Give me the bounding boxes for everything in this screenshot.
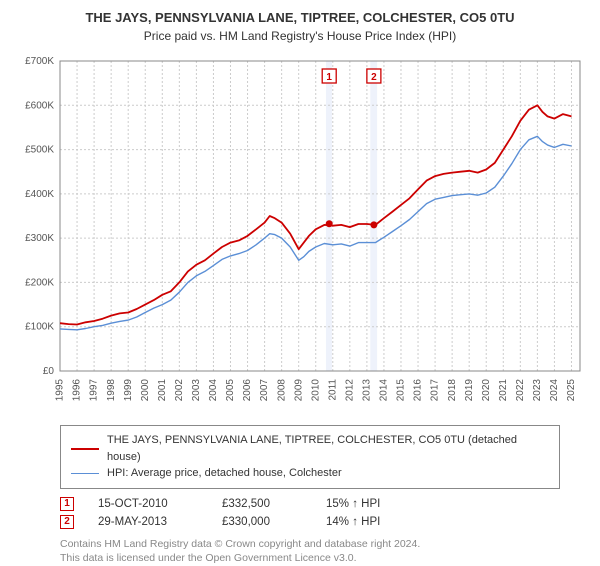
chart-container: THE JAYS, PENNSYLVANIA LANE, TIPTREE, CO… [0, 0, 600, 560]
svg-text:1997: 1997 [89, 379, 100, 402]
legend-label: THE JAYS, PENNSYLVANIA LANE, TIPTREE, CO… [107, 432, 549, 465]
footnote: Contains HM Land Registry data © Crown c… [60, 537, 560, 565]
chart-subtitle: Price paid vs. HM Land Registry's House … [10, 29, 590, 43]
svg-text:2008: 2008 [276, 379, 287, 402]
svg-text:2010: 2010 [310, 379, 321, 402]
svg-text:2003: 2003 [191, 379, 202, 402]
svg-text:£500K: £500K [25, 145, 54, 156]
chart-title: THE JAYS, PENNSYLVANIA LANE, TIPTREE, CO… [10, 10, 590, 25]
sales-table: 1 15-OCT-2010 £332,500 15% ↑ HPI 2 29-MAY-201… [60, 495, 560, 532]
svg-text:2021: 2021 [498, 379, 509, 402]
svg-text:2017: 2017 [430, 379, 441, 402]
svg-text:2023: 2023 [532, 379, 543, 402]
sale-marker: 2 [60, 515, 74, 529]
svg-text:2015: 2015 [396, 379, 407, 402]
sale-marker: 1 [60, 497, 74, 511]
svg-text:£200K: £200K [25, 277, 54, 288]
svg-text:£700K: £700K [25, 56, 54, 67]
svg-text:£300K: £300K [25, 233, 54, 244]
legend-swatch [71, 473, 99, 474]
line-chart-svg: £0 £100K £200K £300K £400K £500K £600K £700K 199… [10, 51, 590, 421]
footnote-line: Contains HM Land Registry data © Crown c… [60, 537, 560, 551]
svg-text:2009: 2009 [293, 379, 304, 402]
svg-text:1996: 1996 [72, 379, 83, 402]
legend-row: THE JAYS, PENNSYLVANIA LANE, TIPTREE, CO… [71, 432, 549, 465]
svg-text:2001: 2001 [157, 379, 168, 402]
sale-date: 29-MAY-2013 [98, 513, 198, 531]
footnote-line: This data is licensed under the Open Gov… [60, 551, 560, 565]
svg-text:2024: 2024 [549, 379, 560, 402]
svg-text:2019: 2019 [464, 379, 475, 402]
svg-text:2022: 2022 [515, 379, 526, 402]
svg-text:2007: 2007 [259, 379, 270, 402]
svg-text:1999: 1999 [123, 379, 134, 402]
svg-text:2006: 2006 [242, 379, 253, 402]
svg-text:2014: 2014 [379, 379, 390, 402]
svg-text:£400K: £400K [25, 189, 54, 200]
svg-text:2005: 2005 [225, 379, 236, 402]
svg-text:2002: 2002 [174, 379, 185, 402]
svg-text:2004: 2004 [208, 379, 219, 402]
legend-swatch [71, 448, 99, 450]
svg-text:1995: 1995 [55, 379, 66, 402]
chart-plot-area: £0 £100K £200K £300K £400K £500K £600K £700K 199… [10, 51, 590, 421]
legend: THE JAYS, PENNSYLVANIA LANE, TIPTREE, CO… [60, 425, 560, 489]
svg-text:1998: 1998 [106, 379, 117, 402]
svg-text:2025: 2025 [566, 379, 577, 402]
svg-text:2018: 2018 [447, 379, 458, 402]
sale-delta: 14% ↑ HPI [326, 513, 380, 531]
svg-text:2000: 2000 [140, 379, 151, 402]
svg-text:2011: 2011 [327, 379, 338, 401]
svg-text:2: 2 [371, 72, 377, 83]
svg-text:2012: 2012 [344, 379, 355, 402]
sale-delta: 15% ↑ HPI [326, 495, 380, 513]
svg-text:£100K: £100K [25, 322, 54, 333]
svg-text:1: 1 [326, 72, 332, 83]
legend-label: HPI: Average price, detached house, Colc… [107, 465, 342, 482]
sale-row: 1 15-OCT-2010 £332,500 15% ↑ HPI [60, 495, 560, 513]
sale-date: 15-OCT-2010 [98, 495, 198, 513]
svg-text:2016: 2016 [413, 379, 424, 402]
sale-price: £332,500 [222, 495, 302, 513]
legend-row: HPI: Average price, detached house, Colc… [71, 465, 549, 482]
svg-text:£600K: £600K [25, 100, 54, 111]
sale-row: 2 29-MAY-2013 £330,000 14% ↑ HPI [60, 513, 560, 531]
svg-text:£0: £0 [43, 366, 55, 377]
svg-text:2020: 2020 [481, 379, 492, 402]
sale-price: £330,000 [222, 513, 302, 531]
svg-text:2013: 2013 [362, 379, 373, 402]
